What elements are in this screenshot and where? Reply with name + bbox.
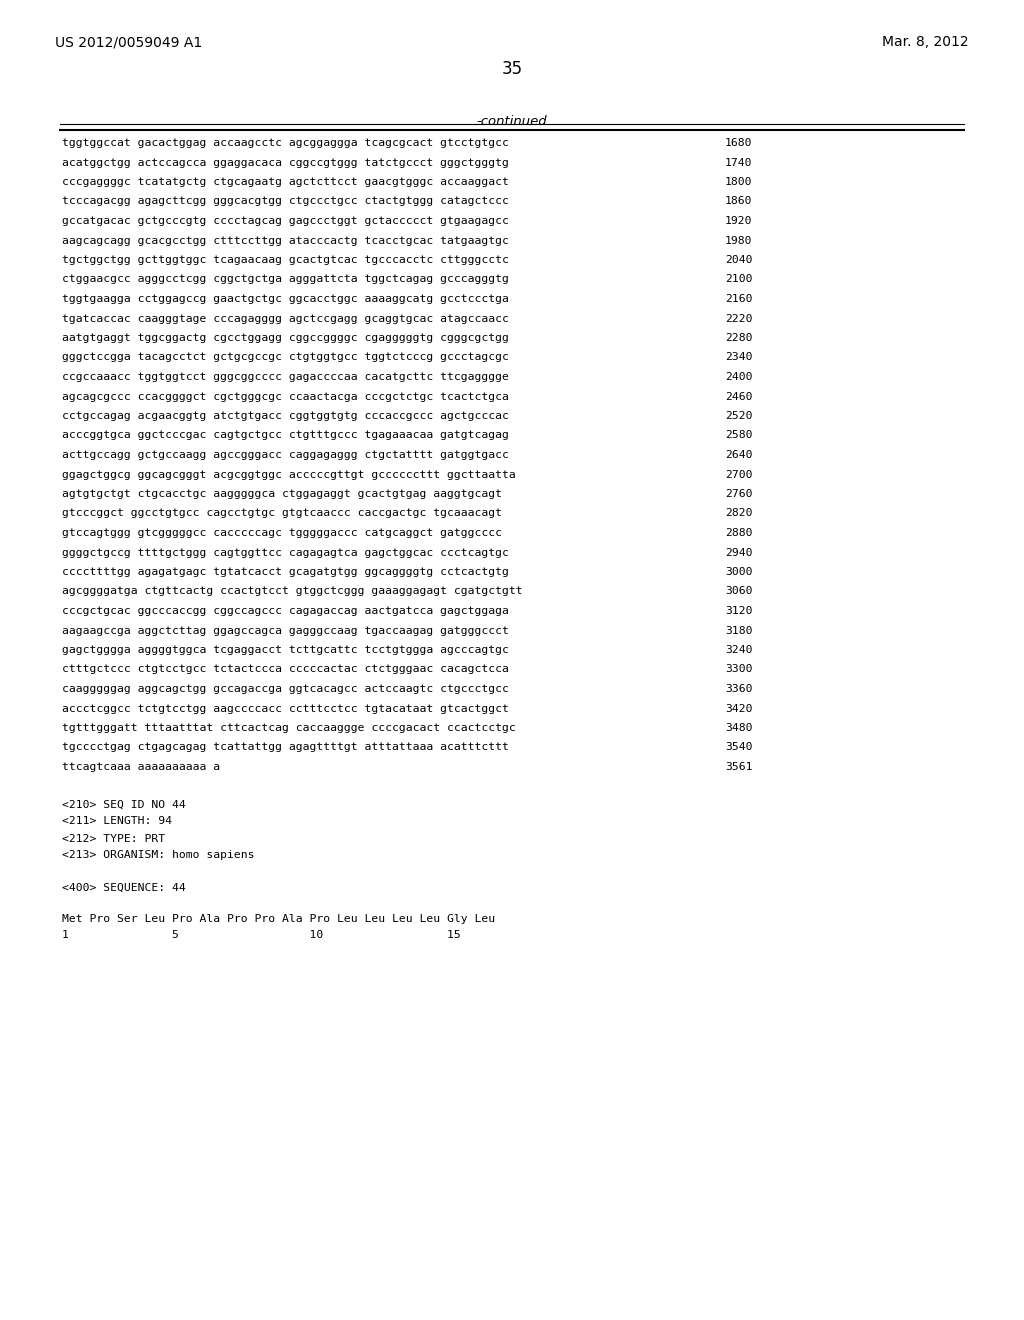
Text: 2580: 2580: [725, 430, 753, 441]
Text: ggggctgccg ttttgctggg cagtggttcc cagagagtca gagctggcac ccctcagtgc: ggggctgccg ttttgctggg cagtggttcc cagagag…: [62, 548, 509, 557]
Text: 3561: 3561: [725, 762, 753, 772]
Text: <400> SEQUENCE: 44: <400> SEQUENCE: 44: [62, 883, 185, 892]
Text: 3000: 3000: [725, 568, 753, 577]
Text: 2100: 2100: [725, 275, 753, 285]
Text: tggtggccat gacactggag accaagcctc agcggaggga tcagcgcact gtcctgtgcc: tggtggccat gacactggag accaagcctc agcggag…: [62, 139, 509, 148]
Text: 1860: 1860: [725, 197, 753, 206]
Text: gtcccggct ggcctgtgcc cagcctgtgc gtgtcaaccc caccgactgc tgcaaacagt: gtcccggct ggcctgtgcc cagcctgtgc gtgtcaac…: [62, 508, 502, 519]
Text: <213> ORGANISM: homo sapiens: <213> ORGANISM: homo sapiens: [62, 850, 255, 861]
Text: ctttgctccc ctgtcctgcc tctactccca cccccactac ctctgggaac cacagctcca: ctttgctccc ctgtcctgcc tctactccca cccccac…: [62, 664, 509, 675]
Text: 3240: 3240: [725, 645, 753, 655]
Text: tgatcaccac caagggtage cccagagggg agctccgagg gcaggtgcac atagccaacc: tgatcaccac caagggtage cccagagggg agctccg…: [62, 314, 509, 323]
Text: aagcagcagg gcacgcctgg ctttccttgg atacccactg tcacctgcac tatgaagtgc: aagcagcagg gcacgcctgg ctttccttgg ataccca…: [62, 235, 509, 246]
Text: Met Pro Ser Leu Pro Ala Pro Pro Ala Pro Leu Leu Leu Leu Gly Leu: Met Pro Ser Leu Pro Ala Pro Pro Ala Pro …: [62, 915, 496, 924]
Text: 1740: 1740: [725, 157, 753, 168]
Text: gagctgggga aggggtggca tcgaggacct tcttgcattc tcctgtggga agcccagtgc: gagctgggga aggggtggca tcgaggacct tcttgca…: [62, 645, 509, 655]
Text: tgctggctgg gcttggtggc tcagaacaag gcactgtcac tgcccacctc cttgggcctc: tgctggctgg gcttggtggc tcagaacaag gcactgt…: [62, 255, 509, 265]
Text: gtccagtggg gtcgggggcc cacccccagc tgggggaccc catgcaggct gatggcccc: gtccagtggg gtcgggggcc cacccccagc tggggga…: [62, 528, 502, 539]
Text: 2340: 2340: [725, 352, 753, 363]
Text: acttgccagg gctgccaagg agccgggacc caggagaggg ctgctatttt gatggtgacc: acttgccagg gctgccaagg agccgggacc caggaga…: [62, 450, 509, 459]
Text: 3360: 3360: [725, 684, 753, 694]
Text: 3060: 3060: [725, 586, 753, 597]
Text: 2280: 2280: [725, 333, 753, 343]
Text: -continued: -continued: [477, 115, 547, 128]
Text: <211> LENGTH: 94: <211> LENGTH: 94: [62, 817, 172, 826]
Text: 3480: 3480: [725, 723, 753, 733]
Text: aagaagccga aggctcttag ggagccagca gagggccaag tgaccaagag gatgggccct: aagaagccga aggctcttag ggagccagca gagggcc…: [62, 626, 509, 635]
Text: tgcccctgag ctgagcagag tcattattgg agagttttgt atttattaaa acatttcttt: tgcccctgag ctgagcagag tcattattgg agagttt…: [62, 742, 509, 752]
Text: ttcagtcaaa aaaaaaaaaa a: ttcagtcaaa aaaaaaaaaa a: [62, 762, 241, 772]
Text: 2940: 2940: [725, 548, 753, 557]
Text: agcagcgccc ccacggggct cgctgggcgc ccaactacga cccgctctgc tcactctgca: agcagcgccc ccacggggct cgctgggcgc ccaacta…: [62, 392, 509, 401]
Text: 3120: 3120: [725, 606, 753, 616]
Text: ccgccaaacc tggtggtcct gggcggcccc gagaccccaa cacatgcttc ttcgagggge: ccgccaaacc tggtggtcct gggcggcccc gagaccc…: [62, 372, 509, 381]
Text: 35: 35: [502, 59, 522, 78]
Text: 1680: 1680: [725, 139, 753, 148]
Text: 2040: 2040: [725, 255, 753, 265]
Text: gccatgacac gctgcccgtg cccctagcag gagccctggt gctaccccct gtgaagagcc: gccatgacac gctgcccgtg cccctagcag gagccct…: [62, 216, 509, 226]
Text: <212> TYPE: PRT: <212> TYPE: PRT: [62, 833, 165, 843]
Text: cccgctgcac ggcccaccgg cggccagccc cagagaccag aactgatcca gagctggaga: cccgctgcac ggcccaccgg cggccagccc cagagac…: [62, 606, 509, 616]
Text: 2820: 2820: [725, 508, 753, 519]
Text: 2880: 2880: [725, 528, 753, 539]
Text: 1800: 1800: [725, 177, 753, 187]
Text: acatggctgg actccagcca ggaggacaca cggccgtggg tatctgccct gggctgggtg: acatggctgg actccagcca ggaggacaca cggccgt…: [62, 157, 509, 168]
Text: ggagctggcg ggcagcgggt acgcggtggc acccccgttgt gccccccttt ggcttaatta: ggagctggcg ggcagcgggt acgcggtggc acccccg…: [62, 470, 516, 479]
Text: caagggggag aggcagctgg gccagaccga ggtcacagcc actccaagtc ctgccctgcc: caagggggag aggcagctgg gccagaccga ggtcaca…: [62, 684, 509, 694]
Text: 2760: 2760: [725, 488, 753, 499]
Text: cccgaggggc tcatatgctg ctgcagaatg agctcttcct gaacgtgggc accaaggact: cccgaggggc tcatatgctg ctgcagaatg agctctt…: [62, 177, 509, 187]
Text: aatgtgaggt tggcggactg cgcctggagg cggccggggc cgagggggtg cgggcgctgg: aatgtgaggt tggcggactg cgcctggagg cggccgg…: [62, 333, 509, 343]
Text: 2700: 2700: [725, 470, 753, 479]
Text: gggctccgga tacagcctct gctgcgccgc ctgtggtgcc tggtctcccg gccctagcgc: gggctccgga tacagcctct gctgcgccgc ctgtggt…: [62, 352, 509, 363]
Text: 2460: 2460: [725, 392, 753, 401]
Text: accctcggcc tctgtcctgg aagccccacc cctttcctcc tgtacataat gtcactggct: accctcggcc tctgtcctgg aagccccacc cctttcc…: [62, 704, 509, 714]
Text: US 2012/0059049 A1: US 2012/0059049 A1: [55, 36, 203, 49]
Text: ccccttttgg agagatgagc tgtatcacct gcagatgtgg ggcaggggtg cctcactgtg: ccccttttgg agagatgagc tgtatcacct gcagatg…: [62, 568, 509, 577]
Text: 2400: 2400: [725, 372, 753, 381]
Text: acccggtgca ggctcccgac cagtgctgcc ctgtttgccc tgagaaacaa gatgtcagag: acccggtgca ggctcccgac cagtgctgcc ctgtttg…: [62, 430, 509, 441]
Text: 3300: 3300: [725, 664, 753, 675]
Text: agcggggatga ctgttcactg ccactgtcct gtggctcggg gaaaggagagt cgatgctgtt: agcggggatga ctgttcactg ccactgtcct gtggct…: [62, 586, 522, 597]
Text: 2220: 2220: [725, 314, 753, 323]
Text: 1920: 1920: [725, 216, 753, 226]
Text: ctggaacgcc agggcctcgg cggctgctga agggattcta tggctcagag gcccagggtg: ctggaacgcc agggcctcgg cggctgctga agggatt…: [62, 275, 509, 285]
Text: <210> SEQ ID NO 44: <210> SEQ ID NO 44: [62, 800, 185, 809]
Text: tgtttgggatt tttaatttat cttcactcag caccaaggge ccccgacact ccactcctgc: tgtttgggatt tttaatttat cttcactcag caccaa…: [62, 723, 516, 733]
Text: 3420: 3420: [725, 704, 753, 714]
Text: cctgccagag acgaacggtg atctgtgacc cggtggtgtg cccaccgccc agctgcccac: cctgccagag acgaacggtg atctgtgacc cggtggt…: [62, 411, 509, 421]
Text: 2160: 2160: [725, 294, 753, 304]
Text: 2520: 2520: [725, 411, 753, 421]
Text: agtgtgctgt ctgcacctgc aagggggca ctggagaggt gcactgtgag aaggtgcagt: agtgtgctgt ctgcacctgc aagggggca ctggagag…: [62, 488, 502, 499]
Text: 3540: 3540: [725, 742, 753, 752]
Text: 3180: 3180: [725, 626, 753, 635]
Text: 1               5                   10                  15: 1 5 10 15: [62, 931, 461, 940]
Text: tggtgaagga cctggagccg gaactgctgc ggcacctggc aaaaggcatg gcctccctga: tggtgaagga cctggagccg gaactgctgc ggcacct…: [62, 294, 509, 304]
Text: tcccagacgg agagcttcgg gggcacgtgg ctgccctgcc ctactgtggg catagctccc: tcccagacgg agagcttcgg gggcacgtgg ctgccct…: [62, 197, 509, 206]
Text: 1980: 1980: [725, 235, 753, 246]
Text: Mar. 8, 2012: Mar. 8, 2012: [883, 36, 969, 49]
Text: 2640: 2640: [725, 450, 753, 459]
